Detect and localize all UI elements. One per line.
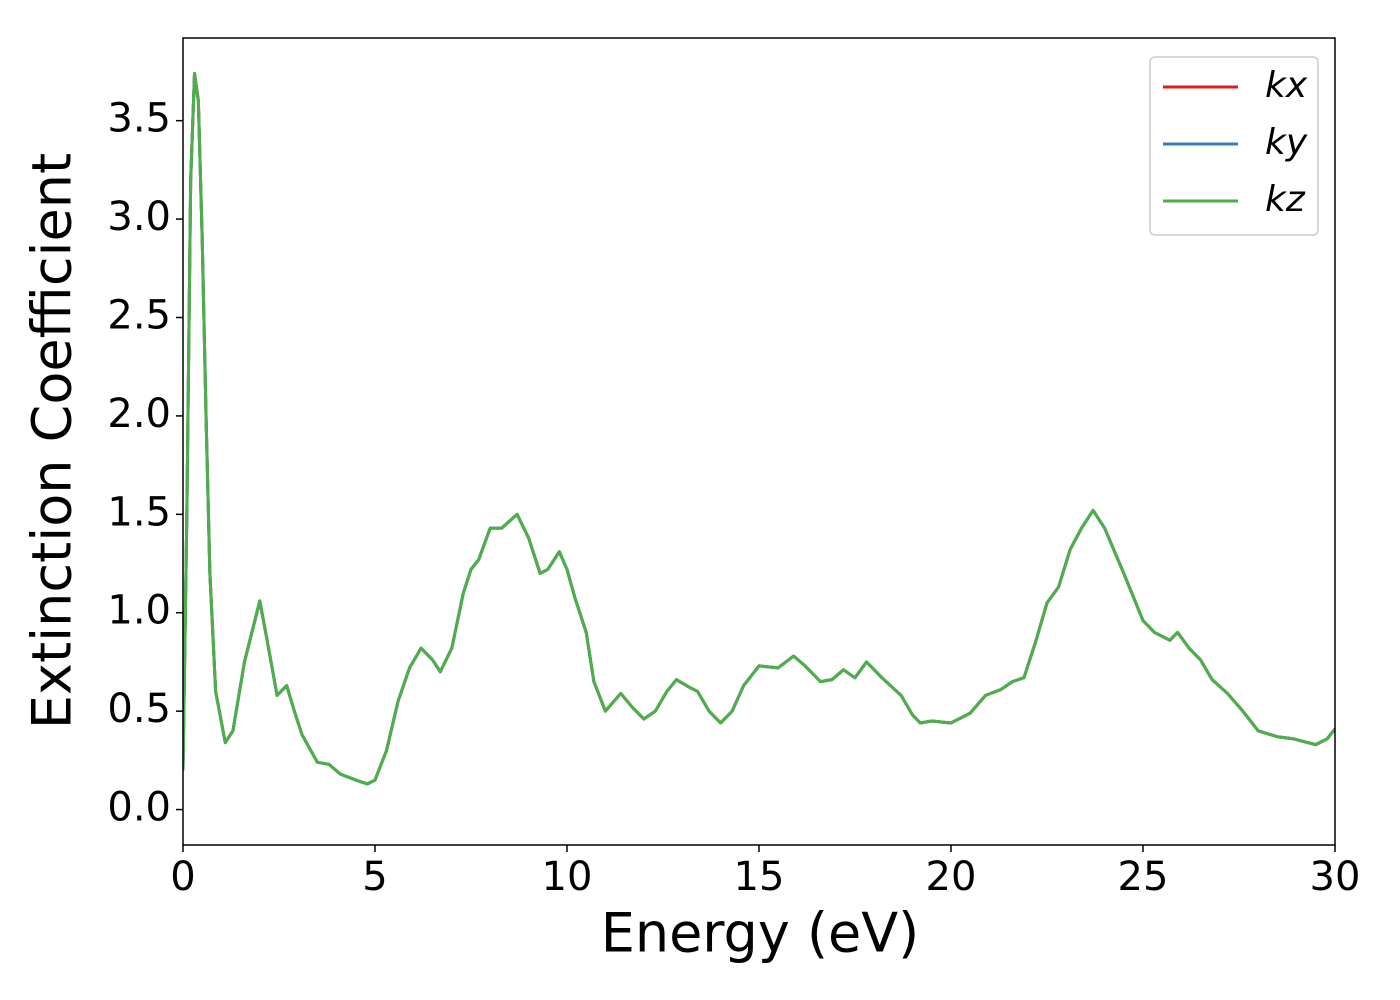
- y-tick-label: 3.5: [107, 96, 171, 142]
- x-tick-label: 5: [362, 854, 387, 900]
- legend-label: ky: [1265, 122, 1308, 163]
- x-tick-label: 0: [170, 854, 195, 900]
- x-tick-label: 20: [926, 854, 977, 900]
- legend-label: kz: [1265, 179, 1306, 220]
- x-tick-label: 25: [1118, 854, 1169, 900]
- legend-box: [1149, 56, 1319, 236]
- y-tick-label: 2.0: [107, 391, 171, 437]
- legend-label: kx: [1265, 65, 1308, 106]
- y-axis-label: Extinction Coefficient: [21, 153, 84, 729]
- data-line: [183, 71, 1335, 786]
- y-tick-label: 3.0: [107, 194, 171, 240]
- y-tick-label: 0.0: [107, 785, 171, 831]
- x-axis-label: Energy (eV): [601, 902, 920, 965]
- y-tick-label: 2.5: [107, 292, 171, 338]
- y-tick-label: 1.0: [107, 588, 171, 634]
- plot-frame: [182, 37, 1336, 846]
- y-tick-label: 0.5: [107, 686, 171, 732]
- x-tick-label: 10: [542, 854, 593, 900]
- y-tick-label: 1.5: [107, 489, 171, 535]
- x-tick-label: 15: [734, 854, 785, 900]
- x-tick-label: 30: [1310, 854, 1361, 900]
